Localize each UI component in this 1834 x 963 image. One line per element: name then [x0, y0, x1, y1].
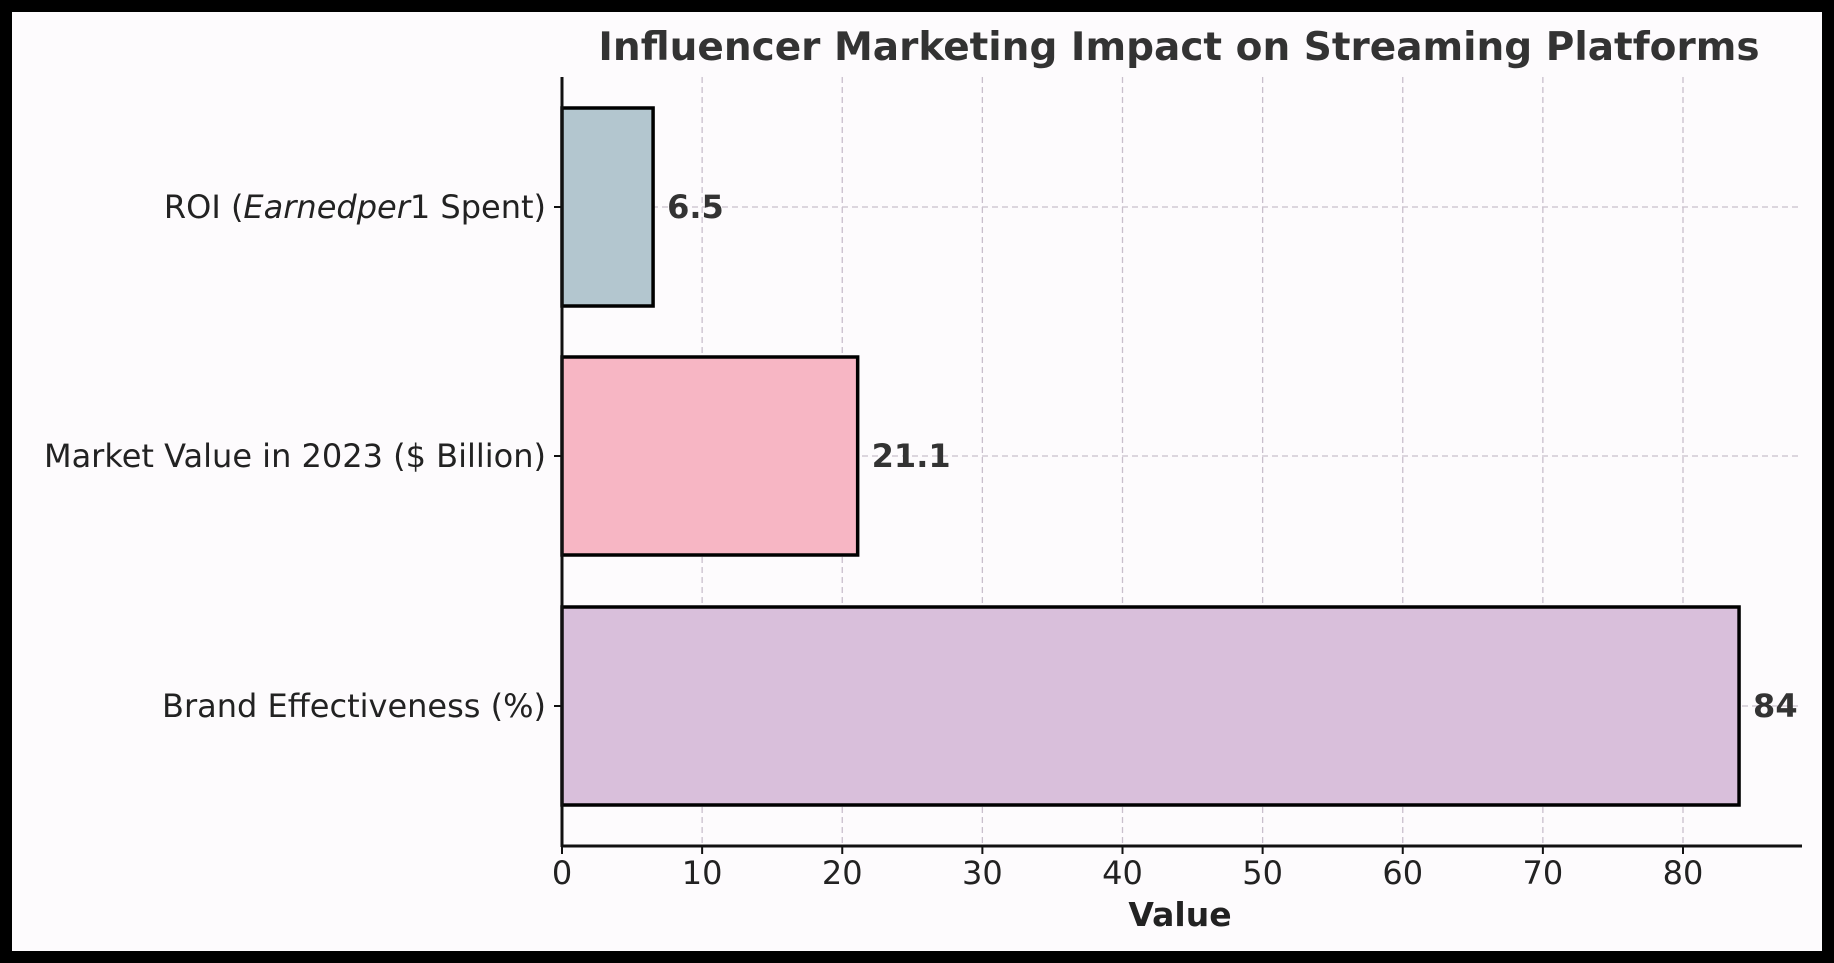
value-label: 84 [1753, 687, 1798, 725]
x-tick-label: 50 [1242, 854, 1283, 892]
bars [560, 106, 1741, 807]
x-tick-label: 80 [1663, 854, 1704, 892]
bar-3 [560, 605, 1741, 807]
category-label: Brand Effectiveness (%) [162, 687, 546, 725]
x-tick-label: 10 [682, 854, 723, 892]
labels: 6.5 ROI (Earnedper1 Spent) 21.1 Market Valu… [44, 188, 1798, 892]
category-label: ROI (Earnedper1 Spent) [164, 188, 546, 226]
value-label: 6.5 [667, 188, 724, 226]
x-tick-label: 20 [822, 854, 863, 892]
x-axis-title: Value [1128, 895, 1231, 934]
value-label: 21.1 [872, 437, 951, 475]
chart-frame: 6.5 ROI (Earnedper1 Spent) 21.1 Market Valu… [12, 12, 1822, 951]
x-tick-label: 30 [962, 854, 1003, 892]
x-tick-label: 0 [552, 854, 572, 892]
x-tick-label: 40 [1102, 854, 1143, 892]
bar-1 [560, 106, 655, 308]
axes [554, 77, 1802, 854]
x-tick-label: 60 [1382, 854, 1423, 892]
bar-2 [560, 355, 860, 557]
chart-title: Influencer Marketing Impact on Streaming… [598, 25, 1759, 70]
category-label: Market Value in 2023 ($ Billion) [44, 437, 546, 475]
bar-chart: 6.5 ROI (Earnedper1 Spent) 21.1 Market Valu… [44, 25, 1802, 934]
x-tick-label: 70 [1523, 854, 1564, 892]
